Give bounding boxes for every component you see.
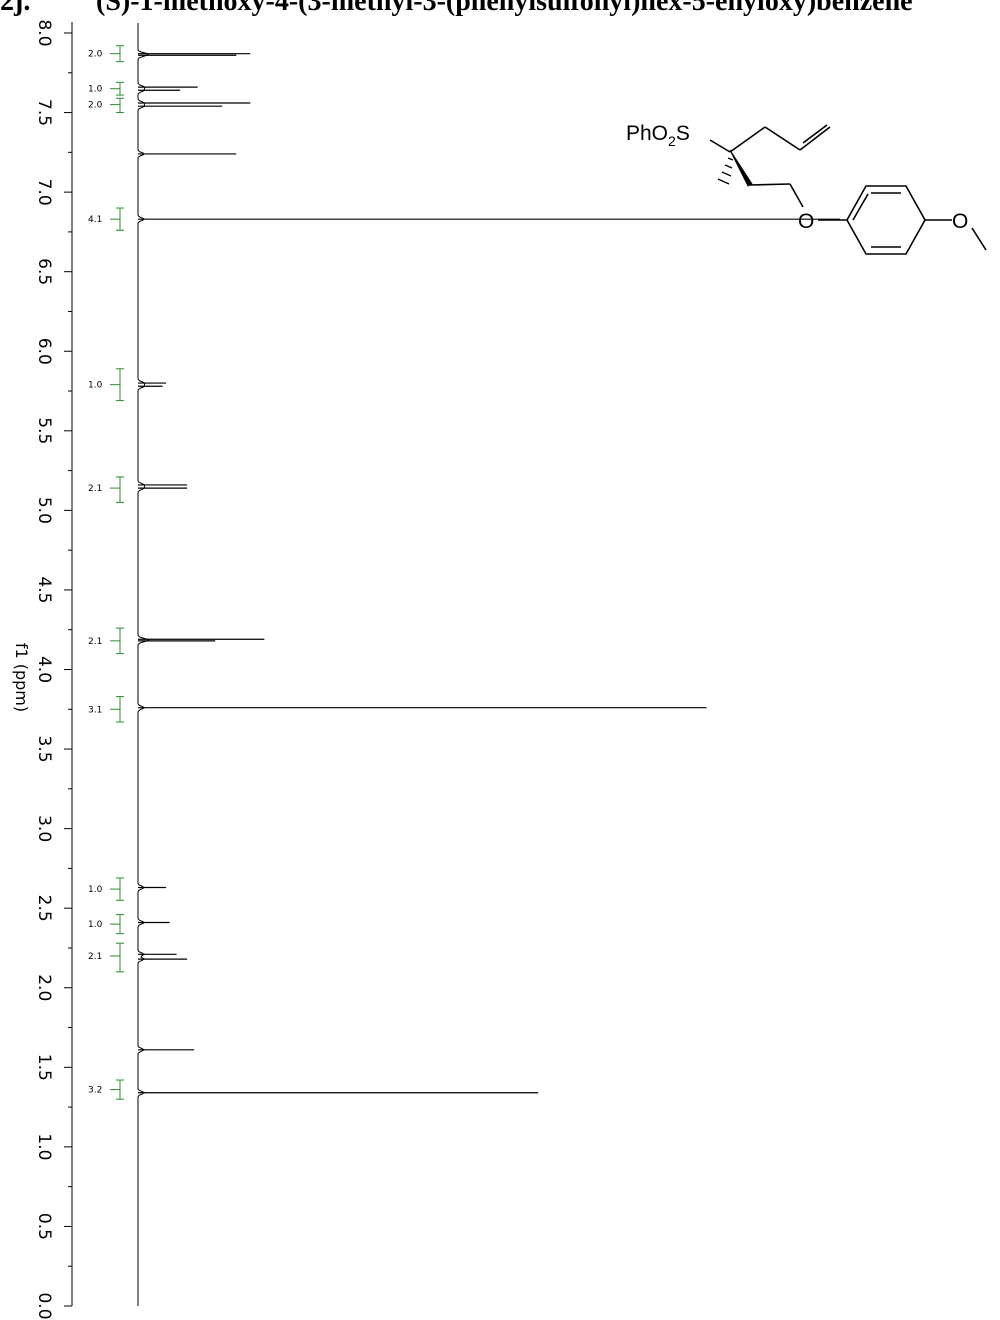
tick-label: 7.0 bbox=[34, 179, 54, 206]
tick-labels: 8.0 7.5 7.0 6.5 6.0 5.5 5.0 4.5 4.0 3.5 3.0 2.5 2.0 1… bbox=[34, 19, 54, 1319]
molecule-structure: PhO2S O O bbox=[626, 122, 987, 255]
tick-label: 5.0 bbox=[34, 497, 54, 524]
tick-label: 3.0 bbox=[34, 815, 54, 842]
s-c-bond bbox=[709, 139, 731, 153]
integral-value: 2.1 bbox=[88, 637, 102, 647]
peak-lines bbox=[138, 53, 840, 1094]
tick-label: 0.0 bbox=[34, 1292, 54, 1319]
vinyl-double-bond bbox=[802, 124, 828, 144]
wedge-bond bbox=[729, 149, 753, 187]
chain-bond-1 bbox=[749, 183, 791, 186]
integral-marker: 3.1 bbox=[88, 696, 124, 723]
tick-label: 2.0 bbox=[34, 974, 54, 1001]
ether-oxygen: O bbox=[798, 210, 814, 233]
spectrum-trace bbox=[137, 23, 150, 1306]
ring-double-3 bbox=[852, 193, 869, 221]
integral-value: 2.1 bbox=[88, 952, 102, 962]
integral-marker: 1.0 bbox=[88, 81, 124, 96]
tick-label: 3.5 bbox=[34, 736, 54, 763]
integral-marker: 3.2 bbox=[88, 1079, 124, 1100]
tick-label: 4.0 bbox=[34, 656, 54, 683]
integral-marker: 2.1 bbox=[88, 942, 124, 973]
integral-markers: 2.0 1.0 2.0 4.1 1.0 2.1 2.1 3.1 1.0 1.0 2.1 3.2 bbox=[88, 45, 124, 1100]
tick-label: 6.5 bbox=[34, 258, 54, 285]
integral-value: 4.1 bbox=[88, 215, 102, 225]
integral-marker: 1.0 bbox=[88, 914, 124, 935]
integral-marker: 1.0 bbox=[88, 877, 124, 901]
integral-marker: 4.1 bbox=[88, 207, 124, 231]
tick-label: 1.5 bbox=[34, 1054, 54, 1081]
tick-label: 2.5 bbox=[34, 895, 54, 922]
tick-marks bbox=[64, 32, 72, 1307]
integral-value: 1.0 bbox=[88, 885, 103, 895]
compound-title: 2j. (S)-1-methoxy-4-(3-methyl-3-(phenyls… bbox=[0, 0, 1000, 22]
benzene-ring bbox=[846, 185, 926, 255]
hash-bond bbox=[717, 157, 734, 185]
axis-title: f1 (ppm) bbox=[12, 643, 31, 712]
integral-value: 2.1 bbox=[88, 484, 102, 494]
allyl-bond-2 bbox=[764, 126, 801, 151]
chain-bond-2 bbox=[789, 183, 804, 208]
integral-marker: 2.0 bbox=[88, 45, 124, 63]
integral-value: 3.2 bbox=[88, 1086, 102, 1096]
sulfonyl-label: PhO2S bbox=[626, 122, 690, 149]
integral-value: 1.0 bbox=[88, 381, 103, 391]
tick-label: 4.5 bbox=[34, 576, 54, 603]
tick-label: 7.5 bbox=[34, 99, 54, 126]
tick-label: 1.0 bbox=[34, 1133, 54, 1160]
compound-number: 2j. bbox=[0, 0, 31, 17]
methyl-bond bbox=[971, 227, 987, 251]
tick-label: 0.5 bbox=[34, 1213, 54, 1240]
methoxy-oxygen: O bbox=[952, 210, 968, 233]
vinyl-bond bbox=[799, 126, 831, 151]
tick-label: 6.0 bbox=[34, 338, 54, 365]
compound-name: (S)-1-methoxy-4-(3-methyl-3-(phenylsulfo… bbox=[96, 0, 913, 17]
integral-marker: 2.1 bbox=[88, 476, 124, 503]
tick-label: 5.5 bbox=[34, 417, 54, 444]
integral-value: 1.0 bbox=[88, 920, 103, 930]
integral-value: 1.0 bbox=[88, 85, 103, 95]
integral-marker: 2.0 bbox=[88, 97, 124, 114]
allyl-bond-1 bbox=[729, 126, 766, 153]
integral-marker: 2.1 bbox=[88, 627, 124, 655]
integral-value: 2.0 bbox=[88, 50, 103, 60]
integral-value: 2.0 bbox=[88, 101, 103, 111]
tick-label: 8.0 bbox=[34, 19, 54, 46]
integral-value: 3.1 bbox=[88, 705, 102, 715]
integral-marker: 1.0 bbox=[88, 368, 124, 402]
